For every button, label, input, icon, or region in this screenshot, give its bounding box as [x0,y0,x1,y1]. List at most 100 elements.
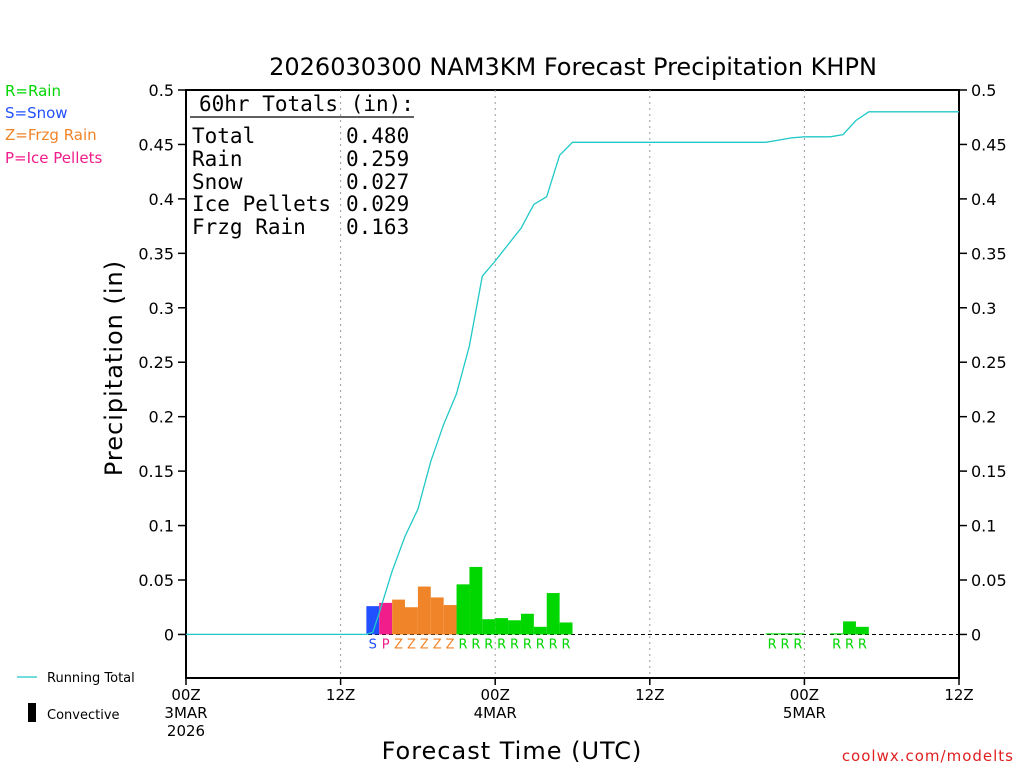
ptype-letter: S [369,637,377,652]
y-tick-label: 0.15 [138,462,174,481]
ptype-letter: R [458,637,467,652]
precip-bar [855,626,869,635]
precip-bar [495,618,509,635]
y-tick-label-right: 0.45 [971,135,1007,154]
totals-value-snow: 0.027 [346,170,409,194]
y-tick-label-right: 0.35 [971,244,1007,263]
precip-bar [765,633,779,635]
ptype-letter: R [523,637,532,652]
precip-bar [430,597,444,635]
x-tick-label: 12Z [635,686,664,704]
y-tick-label-right: 0.1 [971,517,996,536]
ptype-letter: Z [394,637,403,652]
legend-rain: R=Rain [5,82,61,100]
precip-bar [443,605,457,635]
y-tick-label-right: 0.15 [971,462,1007,481]
y-tick-label-right: 0.25 [971,353,1007,372]
totals-value-rain: 0.259 [346,147,409,171]
y-tick-label-right: 0.4 [971,190,996,209]
precip-bar [417,586,431,635]
y-tick-label: 0.2 [149,408,174,427]
y-tick-label: 0.25 [138,353,174,372]
x-tick-label: 4MAR [474,704,517,722]
legend-freezing-rain: Z=Frzg Rain [5,126,97,144]
legend-snow: S=Snow [5,104,68,122]
totals-value-frzg-rain: 0.163 [346,215,409,239]
ptype-letter: R [845,637,854,652]
y-axis-right: 0 0.05 0.1 0.15 0.2 0.25 0.3 0.35 0.4 0.45 0.5 [959,81,1007,644]
totals-label-ice-pellets: Ice Pellets [192,192,331,216]
x-axis-label: Forecast Time (UTC) [382,737,643,765]
x-tick-label: 00Z [481,686,510,704]
ptype-letter: Z [446,637,455,652]
legend-ice-pellets: P=Ice Pellets [5,149,102,167]
y-tick-label: 0 [164,625,174,644]
precip-bar [379,602,393,635]
ptype-letter: R [562,637,571,652]
precip-bar [405,607,418,635]
ptype-letter: Z [407,637,416,652]
y-axis-label: Precipitation (in) [100,260,128,476]
legend-convective: Convective [47,708,120,723]
y-tick-label-right: 0.05 [971,571,1007,590]
running-total-line [186,111,959,636]
y-tick-label: 0.35 [138,244,174,263]
y-tick-label: 0.3 [149,299,174,318]
y-tick-label: 0.4 [149,190,174,209]
y-tick-label: 0.1 [149,517,174,536]
precip-bar [482,619,496,635]
y-tick-label: 0.5 [149,81,174,100]
precip-bar [508,620,521,635]
ptype-letter: Z [420,637,429,652]
ptype-letter: R [536,637,545,652]
ptype-letter: R [484,637,493,652]
precip-bar [791,633,805,635]
precip-bar [392,599,406,635]
precip-bar [778,633,792,635]
grid-lines [340,90,805,678]
x-tick-label: 00Z [790,686,819,704]
ptype-letter: Z [433,637,442,652]
y-axis-left: 0 0.05 0.1 0.15 0.2 0.25 0.3 0.35 0.4 0.45 0.5 [138,81,186,644]
ptype-letter: R [793,637,802,652]
ptype-letter: R [781,637,790,652]
ptype-letter: P [382,637,390,652]
precip-bar [830,633,844,635]
ptype-letter: R [858,637,867,652]
precip-bar [843,621,856,635]
totals-label-rain: Rain [192,147,243,171]
x-tick-label: 2026 [167,722,205,740]
ptype-letter: R [549,637,558,652]
totals-label-total: Total [192,124,255,148]
precip-bars [366,566,869,635]
x-tick-label: 3MAR [164,704,207,722]
x-tick-label: 12Z [944,686,973,704]
x-tick-label: 12Z [326,686,355,704]
precip-bar [456,584,470,635]
credit-text: coolwx.com/modelts [842,747,1014,765]
ptype-letter: R [768,637,777,652]
chart-title: 2026030300 NAM3KM Forecast Precipitation… [269,53,877,81]
totals-value-total: 0.480 [346,124,409,148]
precip-bar [546,593,560,635]
ptype-letter: R [832,637,841,652]
totals-value-ice-pellets: 0.029 [346,192,409,216]
ptype-letter: R [471,637,480,652]
y-tick-label-right: 0 [971,625,981,644]
precip-bar [366,606,380,635]
precip-bar [520,613,534,635]
y-tick-label-right: 0.5 [971,81,996,100]
precip-bar [559,622,573,635]
precip-bar [469,566,483,635]
precip-bar [533,626,547,635]
y-tick-label-right: 0.2 [971,408,996,427]
totals-heading: 60hr Totals (in): [199,92,414,116]
y-tick-label-right: 0.3 [971,299,996,318]
totals-label-frzg-rain: Frzg Rain [192,215,306,239]
x-tick-label: 00Z [171,686,200,704]
plot-area [185,89,960,679]
ptype-letter: R [497,637,506,652]
